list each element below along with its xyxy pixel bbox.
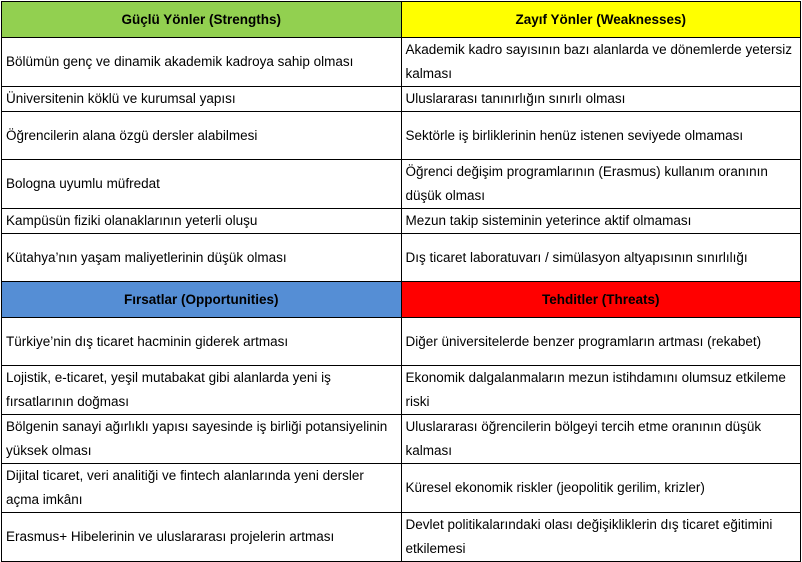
threat-cell: Ekonomik dalgalanmaların mezun istihdamı…	[400, 365, 801, 415]
strength-cell: Bologna uyumlu müfredat	[1, 159, 402, 209]
strengths-header: Güçlü Yönler (Strengths)	[1, 1, 402, 38]
weakness-cell: Sektörle iş birliklerinin henüz istenen …	[400, 111, 801, 160]
weakness-cell: Dış ticaret laboratuvarı / simülasyon al…	[400, 233, 801, 282]
threats-header: Tehditler (Threats)	[400, 281, 801, 318]
opportunity-cell: Türkiye’nin dış ticaret hacminin giderek…	[1, 317, 402, 366]
table-row: Kampüsün fiziki olanaklarının yeterli ol…	[1, 208, 801, 234]
opportunity-cell: Bölgenin sanayi ağırlıklı yapısı sayesin…	[1, 414, 402, 464]
table-row: Bölgenin sanayi ağırlıklı yapısı sayesin…	[1, 414, 801, 464]
threat-cell: Küresel ekonomik riskler (jeopolitik ger…	[400, 463, 801, 513]
weakness-cell: Akademik kadro sayısının bazı alanlarda …	[400, 37, 801, 87]
opportunity-cell: Lojistik, e-ticaret, yeşil mutabakat gib…	[1, 365, 402, 415]
weaknesses-header: Zayıf Yönler (Weaknesses)	[400, 1, 801, 38]
strength-cell: Üniversitenin köklü ve kurumsal yapısı	[1, 86, 402, 112]
threat-cell: Diğer üniversitelerde benzer programları…	[400, 317, 801, 366]
opportunities-header: Fırsatlar (Opportunities)	[1, 281, 402, 318]
table-row: Erasmus+ Hibelerinin ve uluslararası pro…	[1, 512, 801, 562]
table-row: Üniversitenin köklü ve kurumsal yapısı U…	[1, 86, 801, 112]
weakness-cell: Mezun takip sisteminin yeterince aktif o…	[400, 208, 801, 234]
table-row: Bölümün genç ve dinamik akademik kadroya…	[1, 37, 801, 87]
table-row: Lojistik, e-ticaret, yeşil mutabakat gib…	[1, 365, 801, 415]
opportunity-cell: Dijital ticaret, veri analitiği ve finte…	[1, 463, 402, 513]
strength-cell: Kütahya’nın yaşam maliyetlerinin düşük o…	[1, 233, 402, 282]
threat-cell: Devlet politikalarındaki olası değişikli…	[400, 512, 801, 562]
opportunity-cell: Erasmus+ Hibelerinin ve uluslararası pro…	[1, 512, 402, 562]
table-row: Öğrencilerin alana özgü dersler alabilme…	[1, 111, 801, 160]
table-row: Dijital ticaret, veri analitiği ve finte…	[1, 463, 801, 513]
table-row: Bologna uyumlu müfredat Öğrenci değişim …	[1, 159, 801, 209]
strength-cell: Öğrencilerin alana özgü dersler alabilme…	[1, 111, 402, 160]
table-row: Kütahya’nın yaşam maliyetlerinin düşük o…	[1, 233, 801, 282]
threat-cell: Uluslararası öğrencilerin bölgeyi tercih…	[400, 414, 801, 464]
strength-cell: Bölümün genç ve dinamik akademik kadroya…	[1, 37, 402, 87]
strength-cell: Kampüsün fiziki olanaklarının yeterli ol…	[1, 208, 402, 234]
table-row: Türkiye’nin dış ticaret hacminin giderek…	[1, 317, 801, 366]
weakness-cell: Öğrenci değişim programlarının (Erasmus)…	[400, 159, 801, 209]
weakness-cell: Uluslararası tanınırlığın sınırlı olması	[400, 86, 801, 112]
